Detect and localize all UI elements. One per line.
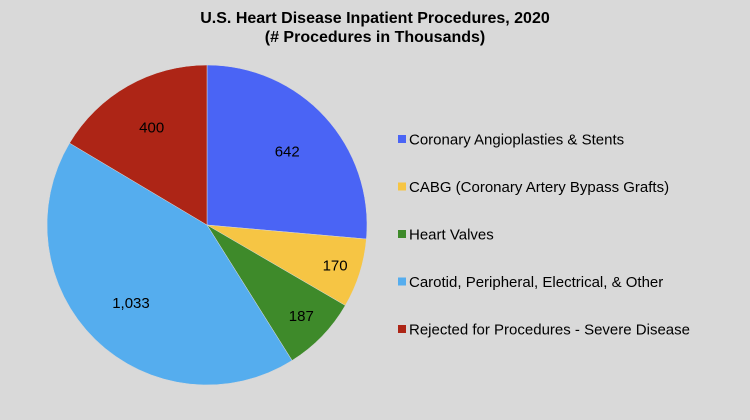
pie-slice-5 — [69, 64, 208, 226]
pie-data-label-1: 642 — [275, 144, 300, 161]
legend-swatch-1 — [398, 135, 406, 143]
pie-data-labels: 642 170 187 1,033 400 — [112, 120, 347, 326]
legend-label-2: CABG (Coronary Artery Bypass Grafts) — [409, 179, 669, 196]
chart-title: U.S. Heart Disease Inpatient Procedures,… — [200, 10, 550, 27]
pie-slices — [46, 64, 368, 386]
pie-data-label-5: 400 — [139, 120, 164, 137]
chart-legend: Coronary Angioplasties & Stents CABG (Cor… — [398, 132, 690, 339]
pie-slice-1 — [206, 64, 368, 240]
legend-label-1: Coronary Angioplasties & Stents — [409, 132, 624, 149]
legend-swatch-2 — [398, 182, 406, 191]
legend-label-3: Heart Valves — [409, 227, 494, 244]
legend-swatch-4 — [398, 277, 406, 286]
legend-swatch-5 — [398, 325, 406, 333]
pie-slice-4 — [46, 142, 293, 386]
pie-data-label-2: 170 — [323, 258, 348, 275]
pie-data-label-3: 187 — [289, 308, 314, 325]
chart-subtitle: (# Procedures in Thousands) — [265, 29, 485, 46]
legend-label-4: Carotid, Peripheral, Electrical, & Other — [409, 274, 663, 291]
legend-swatch-3 — [398, 230, 406, 238]
legend-label-5: Rejected for Procedures - Severe Disease — [409, 322, 690, 339]
pie-data-label-4: 1,033 — [112, 295, 150, 312]
